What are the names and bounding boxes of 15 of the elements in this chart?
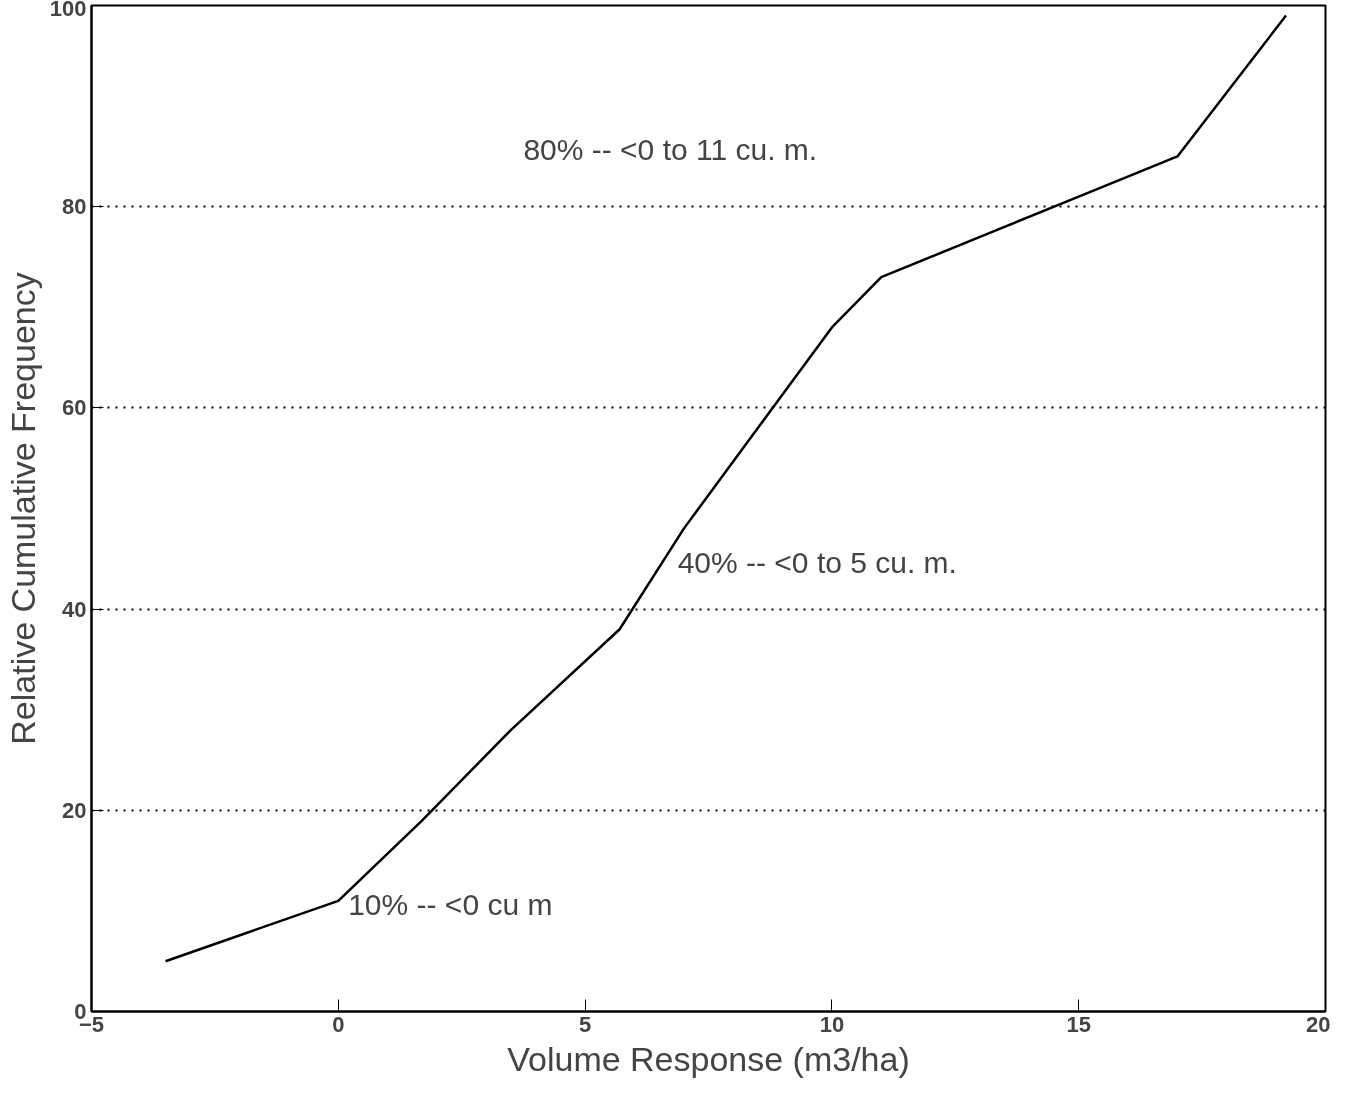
y-tick-label: 100 bbox=[49, 0, 87, 21]
y-tick-label: 80 bbox=[62, 194, 87, 220]
y-axis-title: Relative Cumulative Frequency bbox=[3, 272, 42, 745]
y-tick-label: 20 bbox=[62, 797, 87, 823]
annotation: 40% -- <0 to 5 cu. m. bbox=[677, 545, 957, 579]
x-tick-label: 0 bbox=[332, 1011, 345, 1037]
x-tick-label: 10 bbox=[819, 1011, 845, 1037]
y-tick-label: 40 bbox=[62, 596, 87, 622]
x-tick-label: 5 bbox=[578, 1011, 592, 1037]
x-tick-label: 15 bbox=[1066, 1011, 1091, 1037]
y-tick-label: 60 bbox=[62, 395, 87, 421]
annotation: 80% -- <0 to 11 cu. m. bbox=[523, 133, 818, 167]
x-tick-label: 20 bbox=[1306, 1011, 1331, 1037]
x-axis-title: Volume Response (m3/ha) bbox=[507, 1039, 910, 1078]
annotation: 10% -- <0 cu m bbox=[348, 887, 553, 921]
